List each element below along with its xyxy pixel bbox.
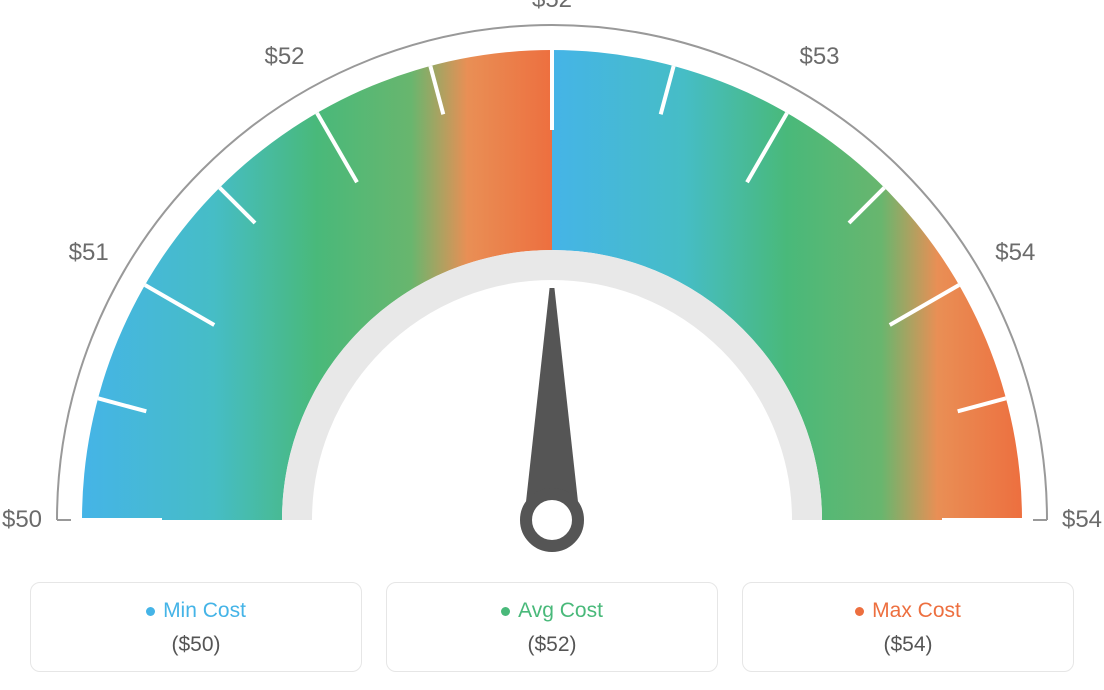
- gauge-needle-hub: [526, 494, 578, 546]
- gauge-area: $50 $51 $52 $52 $53 $54 $54: [0, 0, 1104, 570]
- legend-dot-max: [855, 607, 864, 616]
- legend-label-max: Max Cost: [872, 599, 961, 623]
- legend-dot-min: [146, 607, 155, 616]
- gauge-tick-label: $53: [799, 43, 839, 71]
- legend-card-min: Min Cost ($50): [30, 582, 362, 672]
- legend-dot-avg: [501, 607, 510, 616]
- gauge-tick-label: $50: [2, 506, 42, 534]
- legend-card-max: Max Cost ($54): [742, 582, 1074, 672]
- legend-title-max: Max Cost: [855, 599, 961, 623]
- legend-card-avg: Avg Cost ($52): [386, 582, 718, 672]
- legend-value-avg: ($52): [397, 633, 707, 657]
- legend-row: Min Cost ($50) Avg Cost ($52) Max Cost (…: [0, 582, 1104, 672]
- gauge-tick-label: $51: [69, 239, 109, 267]
- gauge-svg: [0, 0, 1104, 570]
- legend-label-avg: Avg Cost: [518, 599, 603, 623]
- legend-value-min: ($50): [41, 633, 351, 657]
- legend-label-min: Min Cost: [163, 599, 246, 623]
- gauge-needle: [524, 288, 580, 520]
- gauge-tick-label: $52: [532, 0, 572, 14]
- cost-gauge-container: $50 $51 $52 $52 $53 $54 $54 Min Cost ($50) Avg…: [0, 0, 1104, 690]
- gauge-tick-label: $54: [1062, 506, 1102, 534]
- legend-title-avg: Avg Cost: [501, 599, 603, 623]
- gauge-tick-label: $52: [264, 43, 304, 71]
- gauge-tick-label: $54: [995, 239, 1035, 267]
- legend-title-min: Min Cost: [146, 599, 246, 623]
- legend-value-max: ($54): [753, 633, 1063, 657]
